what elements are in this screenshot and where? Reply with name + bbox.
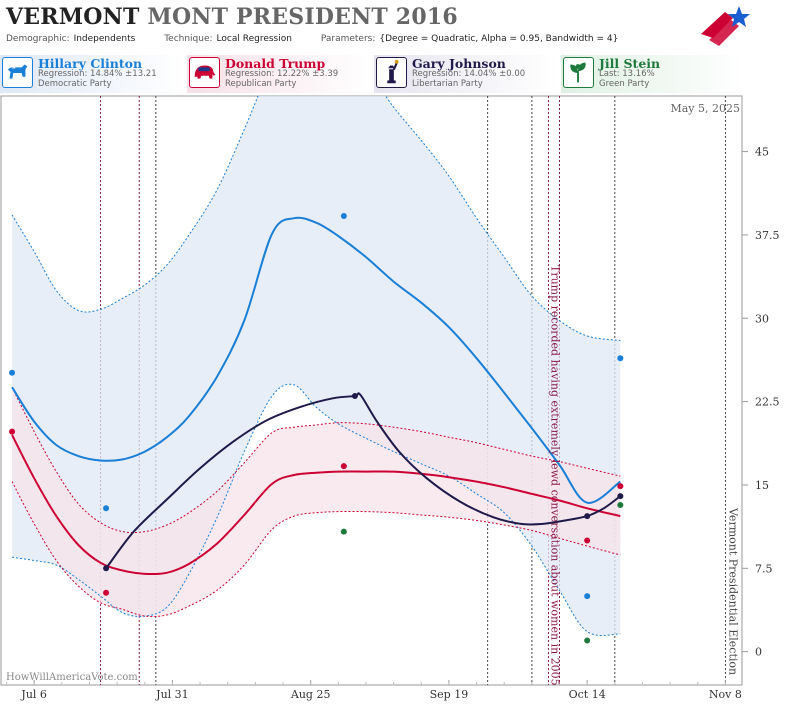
event-lines	[100, 96, 726, 685]
legend-johnson: Gary Johnson Regression: 14.04% ±0.00 Li…	[374, 55, 559, 93]
trend-line-2	[105, 392, 621, 569]
page-title: VERMONT MONT PRESIDENT 2016	[6, 4, 458, 30]
poll-point-3-0	[340, 528, 347, 535]
trend-line-0	[11, 216, 621, 504]
title-state: VERMONT	[6, 4, 140, 30]
legend-trump: Donald Trump Regression: 12.22% ±3.39 Re…	[187, 55, 372, 93]
title-race: MONT PRESIDENT 2016	[147, 4, 458, 30]
technique-value: Local Regression	[216, 34, 292, 44]
watermark: HowWillAmericaVote.com	[6, 672, 138, 683]
y-axis-ticks: 0 7.5 15 22.5 30 37.5 45	[742, 146, 780, 659]
band-fill-1	[12, 387, 621, 617]
poll-point-0-1	[103, 505, 110, 512]
stein-stat: Last: 13.16%	[599, 69, 655, 79]
y-tick-label-2: 15	[755, 479, 769, 492]
poll-point-1-4	[617, 483, 624, 490]
annotation-election-day: Vermont Presidential Election	[726, 507, 739, 675]
legend-clinton: Hillary Clinton Regression: 14.84% ±13.2…	[0, 55, 185, 93]
elephant-icon	[189, 57, 220, 88]
demographic-key: Demographic:	[6, 34, 70, 44]
poll-point-0-2	[340, 213, 347, 220]
poll-point-2-1	[351, 393, 358, 400]
poll-point-0-3	[584, 593, 591, 600]
trump-name: Donald Trump	[225, 56, 326, 71]
parameters-value: {Degree = Quadratic, Alpha = 0.95, Bandw…	[379, 34, 619, 44]
stein-party: Green Party	[599, 79, 650, 89]
poll-point-1-3	[584, 537, 591, 544]
x-axis-ticks: Jul 6 Jul 31 Aug 25 Sep 19 Oct 14 Nov 8	[6, 680, 742, 701]
poll-point-3-1	[584, 637, 591, 644]
poll-point-1-1	[103, 589, 110, 596]
clinton-name: Hillary Clinton	[38, 56, 143, 71]
poll-point-3-2	[617, 501, 624, 508]
annotations: Trump recorded having extremely lewd con…	[548, 265, 739, 686]
date-stamp: May 5, 2025	[670, 102, 740, 115]
trump-party: Republican Party	[225, 79, 297, 89]
x-tick-label-3: Sep 19	[430, 688, 469, 701]
johnson-stat: Regression: 14.04% ±0.00	[412, 69, 526, 79]
y-tick-label-1: 7.5	[755, 562, 773, 575]
y-tick-label-6: 45	[755, 146, 769, 159]
poll-point-1-0	[9, 428, 16, 435]
poll-points	[9, 213, 624, 644]
johnson-name: Gary Johnson	[412, 56, 506, 71]
parameters-line: Demographic: Independents Technique: Local…	[6, 34, 644, 44]
trump-stat: Regression: 12.22% ±3.39	[225, 69, 339, 79]
x-tick-label-1: Jul 31	[155, 688, 189, 701]
green-plant-icon	[563, 57, 594, 88]
clinton-stat: Regression: 14.84% ±13.21	[38, 69, 157, 79]
band-upper-1	[11, 386, 621, 534]
johnson-party: Libertarian Party	[412, 79, 483, 89]
demographic-value: Independents	[73, 34, 136, 44]
x-tick-label-0: Jul 6	[20, 688, 47, 701]
donkey-icon	[2, 57, 33, 88]
liberty-torch-icon	[376, 57, 407, 88]
poll-point-0-4	[617, 355, 624, 362]
x-tick-label-5: Nov 8	[709, 688, 742, 701]
poll-point-2-0	[103, 565, 110, 572]
x-tick-label-2: Aug 25	[290, 688, 331, 701]
band-lower-1	[11, 481, 621, 618]
y-tick-label-3: 22.5	[755, 396, 780, 409]
poll-point-0-0	[9, 369, 16, 376]
candidate-legend: Hillary Clinton Regression: 14.84% ±13.2…	[0, 55, 789, 93]
y-tick-label-0: 0	[755, 646, 762, 659]
plot-frame	[0, 95, 743, 686]
poll-point-2-3	[617, 493, 624, 500]
stein-name: Jill Stein	[599, 56, 661, 71]
y-tick-label-4: 30	[755, 312, 769, 325]
y-tick-label-5: 37.5	[755, 229, 780, 242]
confidence-bands	[11, 96, 621, 636]
trend-lines	[11, 216, 621, 576]
poll-point-2-2	[584, 513, 591, 520]
poll-point-1-2	[340, 463, 347, 470]
x-tick-label-4: Oct 14	[569, 688, 606, 701]
band-fill-0	[12, 96, 621, 636]
band-lower-0	[12, 383, 621, 636]
parameters-key: Parameters:	[320, 34, 376, 44]
trend-line-1	[11, 434, 621, 576]
annotation-lewd-tape: Trump recorded having extremely lewd con…	[548, 265, 561, 686]
clinton-party: Democratic Party	[38, 79, 112, 89]
legend-stein: Jill Stein Last: 13.16% Green Party	[561, 55, 746, 93]
technique-key: Technique:	[164, 34, 213, 44]
flag-star-logo	[701, 6, 750, 46]
